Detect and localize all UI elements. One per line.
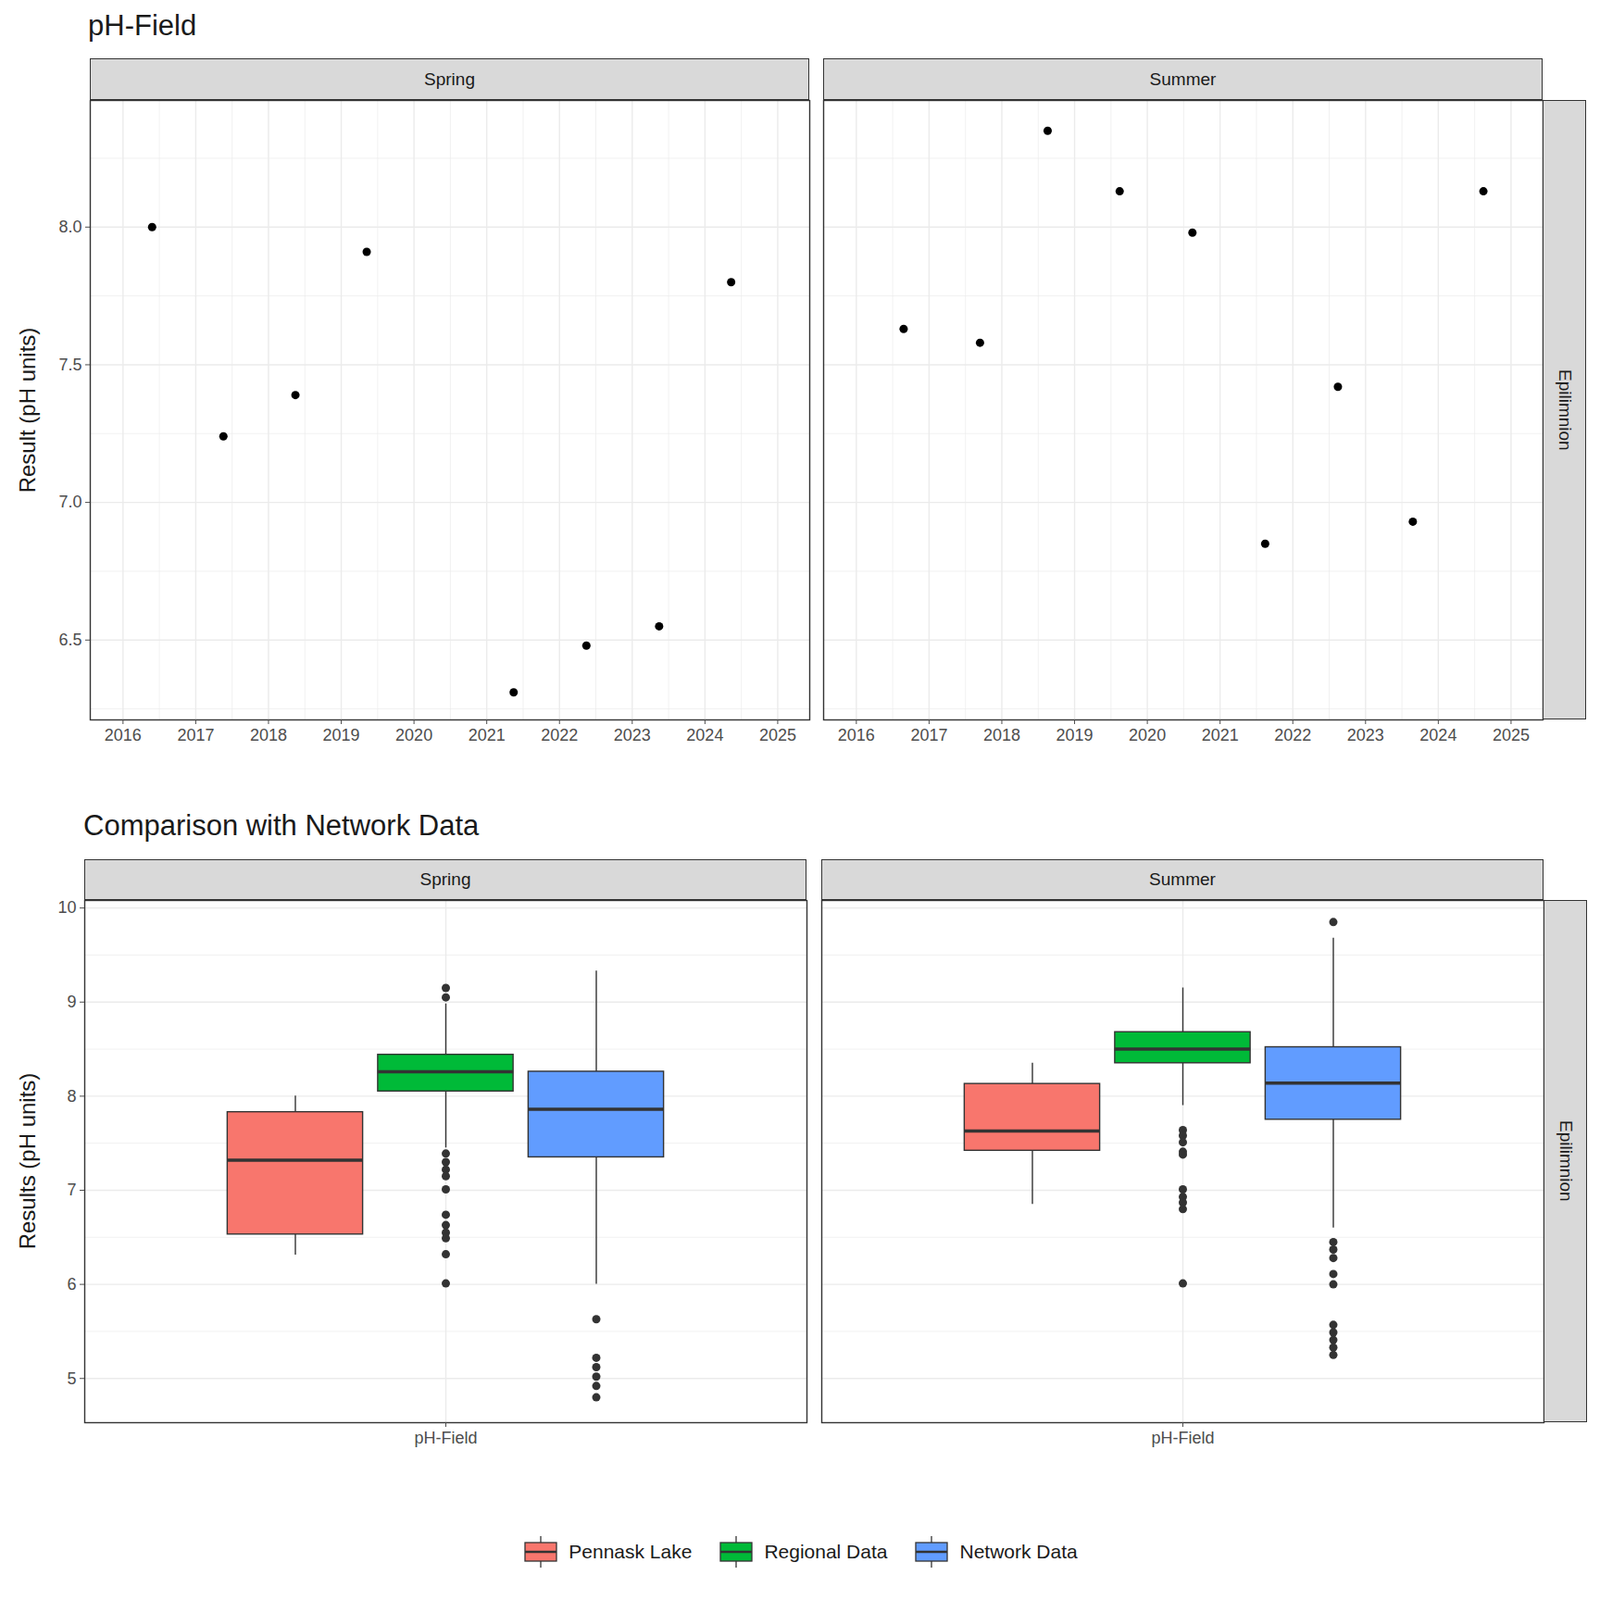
- html-text:Spring: Spring: [419, 869, 471, 889]
- html-text:Summer: Summer: [1149, 869, 1216, 889]
- svg-text:2024: 2024: [1419, 725, 1457, 745]
- svg-text:7: 7: [66, 1180, 76, 1200]
- svg-text:2018: 2018: [250, 725, 288, 745]
- svg-text:2018: 2018: [983, 725, 1021, 745]
- html-text:Results (pH units): Results (pH units): [14, 1072, 40, 1250]
- svg-text:2019: 2019: [323, 725, 361, 745]
- svg-text:2022: 2022: [540, 725, 578, 745]
- svg-text:pH-Field: pH-Field: [1150, 1428, 1214, 1448]
- html-text:Network Data: Network Data: [959, 1540, 1078, 1563]
- html-text:Regional Data: Regional Data: [764, 1540, 888, 1563]
- svg-text:2019: 2019: [1056, 725, 1094, 745]
- html-text:Comparison with Network Data: Comparison with Network Data: [83, 809, 479, 842]
- svg-text:2021: 2021: [1201, 725, 1239, 745]
- svg-text:2020: 2020: [1128, 725, 1166, 745]
- svg-text:2023: 2023: [613, 725, 651, 745]
- svg-text:10: 10: [57, 898, 76, 917]
- svg-text:2020: 2020: [395, 725, 433, 745]
- svg-text:2021: 2021: [468, 725, 506, 745]
- html-text:Result (pH units): Result (pH units): [14, 326, 40, 493]
- svg-text:2025: 2025: [759, 725, 797, 745]
- html-text:pH-Field: pH-Field: [87, 9, 197, 42]
- svg-text:2024: 2024: [686, 725, 724, 745]
- svg-text:9: 9: [66, 992, 76, 1012]
- svg-text:6: 6: [66, 1275, 76, 1294]
- svg-text:2017: 2017: [176, 725, 214, 745]
- svg-text:2025: 2025: [1492, 725, 1530, 745]
- svg-text:2016: 2016: [104, 725, 142, 745]
- svg-text:7.0: 7.0: [58, 492, 82, 512]
- svg-text:2017: 2017: [910, 725, 948, 745]
- svg-text:7.5: 7.5: [58, 355, 82, 375]
- svg-text:5: 5: [66, 1368, 76, 1388]
- svg-text:pH-Field: pH-Field: [413, 1428, 477, 1448]
- html-text:Epilimnion: Epilimnion: [1555, 369, 1575, 451]
- svg-text:2016: 2016: [837, 725, 875, 745]
- svg-text:2022: 2022: [1274, 725, 1312, 745]
- svg-text:2023: 2023: [1347, 725, 1385, 745]
- svg-text:6.5: 6.5: [58, 630, 82, 650]
- svg-text:8: 8: [66, 1087, 76, 1106]
- html-text:Spring: Spring: [424, 68, 475, 89]
- html-text:Epilimnion: Epilimnion: [1556, 1120, 1576, 1202]
- svg-text:8.0: 8.0: [58, 217, 82, 237]
- html-text:Summer: Summer: [1149, 68, 1217, 89]
- html-text:Pennask Lake: Pennask Lake: [568, 1540, 693, 1563]
